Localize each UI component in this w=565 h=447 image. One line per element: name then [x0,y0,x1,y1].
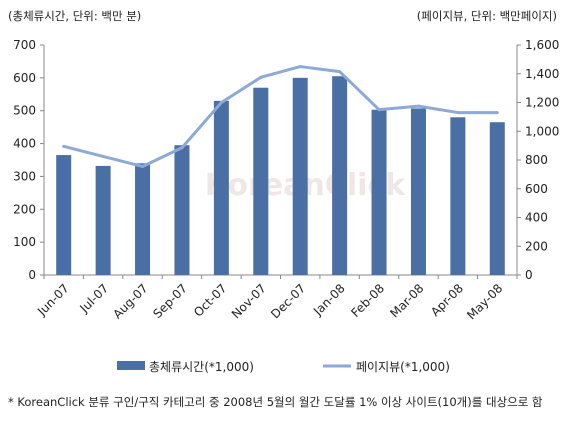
right-tick-label: 1,000 [525,124,559,138]
legend: 총체류시간(*1,000) 페이지뷰(*1,000) [117,360,450,374]
pageview-line [63,65,498,168]
right-tick-label: 1,600 [525,38,559,52]
line-point [416,104,420,108]
line-point [377,108,381,112]
line-point [141,164,145,168]
right-tick-label: 200 [525,239,548,253]
x-category-label: Sep-07 [150,281,190,321]
x-category-label: Jan-08 [310,281,348,319]
bar [489,122,505,275]
left-tick-label: 200 [13,202,36,216]
line-point [298,65,302,69]
bar [56,155,72,275]
left-tick-label: 0 [28,268,36,282]
line-point [180,146,184,150]
line-point [62,144,66,148]
right-tick-label: 0 [525,268,533,282]
left-axis-unit-label: (총체류시간, 단위: 백만 분) [8,9,141,23]
bar [292,77,308,275]
x-category-label: Oct-07 [191,281,229,319]
left-tick-label: 500 [13,104,36,118]
line-point [101,154,105,158]
x-category-label: Jul-07 [77,281,112,316]
x-category-label: Aug-07 [110,281,150,321]
line-point [259,75,263,79]
x-category-label: Mar-08 [387,281,426,320]
bar [174,145,190,275]
line-point [219,101,223,104]
legend-label-pageviews: 페이지뷰(*1,000) [356,360,450,374]
right-tick-label: 1,200 [525,96,559,110]
bar [95,165,111,275]
x-category-label: Feb-08 [348,281,387,320]
bar [135,163,151,275]
legend-bar-swatch [117,361,145,370]
right-tick-label: 800 [525,153,548,167]
left-tick-label: 100 [13,235,36,249]
x-category-label: Nov-07 [229,281,269,321]
footnote: * KoreanClick 분류 구인/구직 카테고리 중 2008년 5월의 … [8,395,543,409]
line-point [456,111,460,115]
legend-label-dwell-time: 총체류시간(*1,000) [149,360,254,374]
right-tick-label: 400 [525,211,548,225]
bar [213,100,229,275]
line-point [338,70,342,74]
bar [450,117,466,276]
left-tick-label: 700 [13,38,36,52]
bar [253,87,269,275]
left-tick-label: 300 [13,169,36,183]
right-tick-label: 1,400 [525,67,559,81]
right-tick-label: 600 [525,182,548,196]
left-tick-label: 400 [13,137,36,151]
bar [410,108,426,276]
x-category-label: Apr-08 [428,281,466,319]
bar [332,76,348,275]
x-category-label: May-08 [464,281,505,322]
bar [371,109,387,275]
right-axis-unit-label: (페이지뷰, 단위: 백만페이지) [417,9,557,23]
x-category-label: Dec-07 [268,281,308,321]
left-tick-label: 600 [13,71,36,85]
x-category-label: Jun-07 [34,281,72,319]
line-point [495,111,499,115]
